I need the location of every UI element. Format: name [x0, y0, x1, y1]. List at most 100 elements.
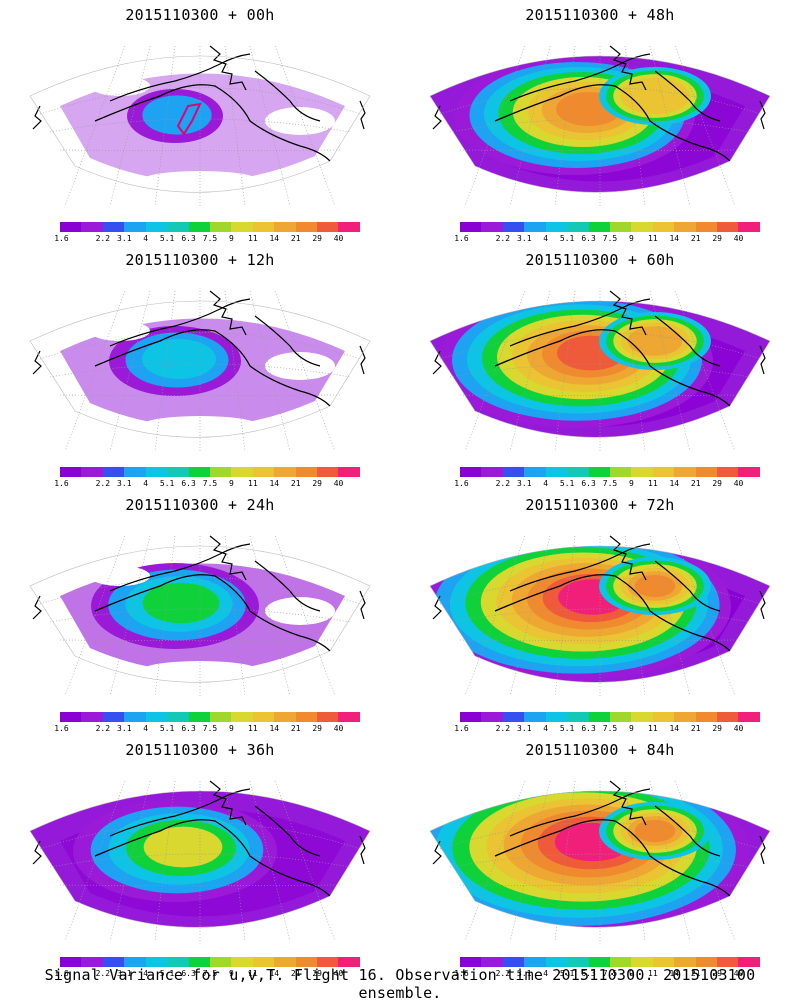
colorbar-swatch [338, 467, 360, 477]
colorbar [460, 957, 760, 967]
colorbar-swatch [188, 467, 210, 477]
colorbar-tick-label: 9 [229, 479, 234, 488]
colorbar-tick-label: 5.1 [159, 479, 175, 488]
colorbar-swatch [188, 957, 210, 967]
colorbar-tick-label: 2.2 [495, 969, 511, 978]
colorbar-tick-label: 21 [690, 234, 701, 243]
colorbar-swatch [295, 957, 318, 967]
colorbar-swatch [695, 222, 718, 232]
colorbar-swatch [674, 957, 696, 967]
colorbar-swatch [738, 712, 760, 722]
colorbar [60, 957, 360, 967]
colorbar-tick-label: 40 [733, 234, 744, 243]
colorbar-swatch [652, 222, 675, 232]
colorbar [60, 222, 360, 232]
colorbar [60, 712, 360, 722]
colorbar-swatch [317, 222, 339, 232]
colorbar-swatch [609, 712, 632, 722]
forecast-panel-72h: 2015110300 + 72h 1.6 2.2 3.1 4 5.1 6.3 7.5 9 11 1… [400, 490, 800, 735]
colorbar-swatch [460, 222, 482, 232]
colorbar-swatch [674, 222, 696, 232]
colorbar-swatch [460, 957, 482, 967]
colorbar-tick-label: 29 [312, 234, 322, 243]
colorbar-tick-label: 1.6 [54, 724, 69, 733]
colorbar-tick-label: 4 [543, 724, 549, 733]
panel-title: 2015110300 + 12h [125, 251, 275, 269]
colorbar-swatch [460, 712, 482, 722]
colorbar-tick-label: 7.5 [202, 969, 218, 978]
colorbar-tick-label: 3.1 [517, 234, 532, 243]
colorbar-swatch [502, 957, 525, 967]
colorbar-tick-label: 21 [290, 724, 301, 733]
colorbar-swatch [167, 467, 189, 477]
colorbar-tick-label: 14 [269, 969, 280, 978]
colorbar-tick-label: 40 [333, 969, 344, 978]
colorbar-swatch [124, 957, 146, 967]
panel-title: 2015110300 + 24h [125, 496, 275, 514]
colorbar-tick-label: 4 [143, 724, 149, 733]
colorbar-tick-label: 21 [690, 724, 701, 733]
colorbar-tick-label: 3.1 [517, 479, 532, 488]
colorbar-tick-label: 9 [629, 969, 634, 978]
colorbar-swatch [674, 467, 696, 477]
colorbar-swatch [231, 957, 253, 967]
variance-map [29, 45, 371, 206]
colorbar-tick-label: 3.1 [117, 969, 132, 978]
colorbar-swatch [338, 957, 360, 967]
colorbar-swatch [209, 467, 232, 477]
colorbar-swatch [481, 467, 503, 477]
colorbar-swatch [609, 467, 632, 477]
colorbar-tick-label: 1.6 [454, 234, 469, 243]
colorbar-labels: 1.6 2.2 3.1 4 5.1 6.3 7.5 9 11 14 21 29 40 [454, 724, 760, 734]
colorbar-labels: 1.6 2.2 3.1 4 5.1 6.3 7.5 9 11 14 21 29 40 [454, 234, 760, 244]
colorbar-swatch [567, 957, 589, 967]
colorbar-swatch [252, 467, 275, 477]
colorbar-tick-label: 7.5 [202, 724, 218, 733]
colorbar-swatch [338, 222, 360, 232]
colorbar-tick-label: 3.1 [517, 969, 532, 978]
colorbar-swatch [738, 467, 760, 477]
colorbar-tick-label: 7.5 [602, 234, 618, 243]
forecast-panel-48h: 2015110300 + 48h 1.6 2.2 3.1 4 5.1 6.3 7.5 9 11 1… [400, 0, 800, 245]
colorbar-tick-label: 40 [733, 724, 744, 733]
colorbar-tick-label: 40 [733, 969, 744, 978]
colorbar-tick-label: 7.5 [202, 234, 218, 243]
colorbar-swatch [502, 712, 525, 722]
colorbar-tick-label: 2.2 [95, 724, 111, 733]
colorbar-tick-label: 9 [229, 724, 234, 733]
colorbar-tick-label: 11 [648, 724, 658, 733]
colorbar-tick-label: 6.3 [181, 969, 196, 978]
colorbar-swatch [631, 467, 653, 477]
colorbar-swatch [274, 467, 296, 477]
colorbar-tick-label: 4 [543, 234, 549, 243]
colorbar-tick-label: 2.2 [95, 234, 111, 243]
colorbar-labels: 1.6 2.2 3.1 4 5.1 6.3 7.5 9 11 14 21 29 40 [454, 969, 760, 979]
colorbar [460, 712, 760, 722]
colorbar-swatch [145, 712, 168, 722]
colorbar-tick-label: 2.2 [95, 969, 111, 978]
variance-map [429, 535, 771, 696]
colorbar-swatch [145, 957, 168, 967]
colorbar-swatch [502, 467, 525, 477]
colorbar-tick-label: 1.6 [54, 234, 69, 243]
colorbar-tick-label: 1.6 [54, 969, 69, 978]
colorbar-tick-label: 11 [248, 479, 258, 488]
panel-title: 2015110300 + 48h [525, 6, 675, 24]
colorbar-swatch [81, 712, 103, 722]
colorbar-swatch [102, 467, 125, 477]
colorbar-swatch [317, 712, 339, 722]
colorbar-tick-label: 6.3 [581, 724, 596, 733]
colorbar-tick-label: 21 [290, 234, 301, 243]
colorbar-swatch [81, 467, 103, 477]
colorbar-swatch [545, 712, 568, 722]
colorbar-tick-label: 5.1 [559, 969, 575, 978]
colorbar-tick-label: 4 [143, 969, 149, 978]
colorbar-swatch [338, 712, 360, 722]
colorbar-swatch [60, 467, 82, 477]
variance-map [29, 780, 371, 941]
colorbar-labels: 1.6 2.2 3.1 4 5.1 6.3 7.5 9 11 14 21 29 40 [54, 969, 360, 979]
colorbar-swatch [588, 222, 610, 232]
colorbar-swatch [317, 957, 339, 967]
colorbar-tick-label: 14 [669, 724, 680, 733]
colorbar-tick-label: 29 [712, 234, 722, 243]
